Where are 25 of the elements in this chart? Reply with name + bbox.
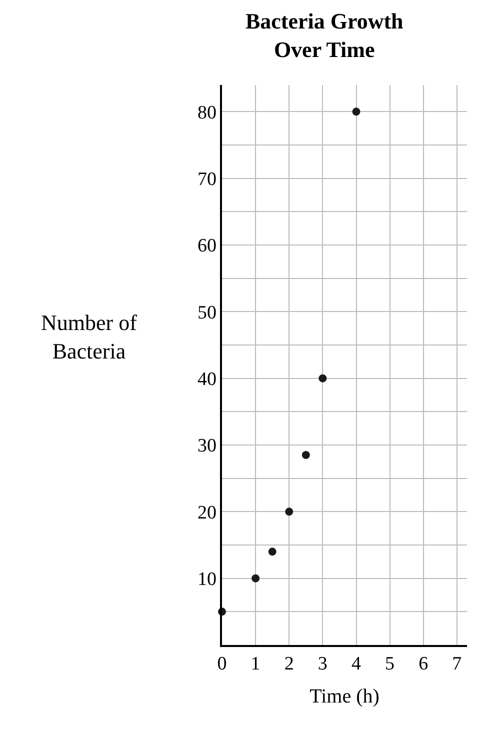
y-tick-label: 30 (197, 436, 216, 457)
x-tick-label: 2 (284, 654, 294, 675)
y-tick-label: 20 (197, 502, 216, 524)
y-tick-label: 40 (197, 368, 216, 390)
x-tick-label: 6 (418, 654, 428, 675)
chart-title: Bacteria Growth Over Time (245, 8, 404, 62)
point (302, 451, 310, 459)
x-axis-title: Time (h) (310, 686, 380, 708)
y-tick-label: 10 (197, 568, 216, 590)
point (285, 508, 294, 516)
x-tick-label: 7 (452, 654, 462, 675)
y-tick-label: 60 (197, 236, 216, 257)
x-tick-label: 4 (352, 654, 362, 675)
x-tick-label: 3 (318, 654, 328, 675)
y-axis-title: Number of Bacteria (41, 310, 138, 364)
y-tick-label: 80 (197, 102, 216, 124)
point (252, 574, 260, 582)
point (268, 548, 276, 556)
y-tick-label: 50 (197, 302, 216, 324)
point (318, 374, 327, 382)
point (352, 108, 360, 116)
x-tick-label: 5 (385, 654, 395, 675)
x-tick-label: 1 (250, 654, 260, 675)
x-tick-label: 0 (217, 654, 227, 675)
y-tick-label: 70 (197, 168, 216, 190)
